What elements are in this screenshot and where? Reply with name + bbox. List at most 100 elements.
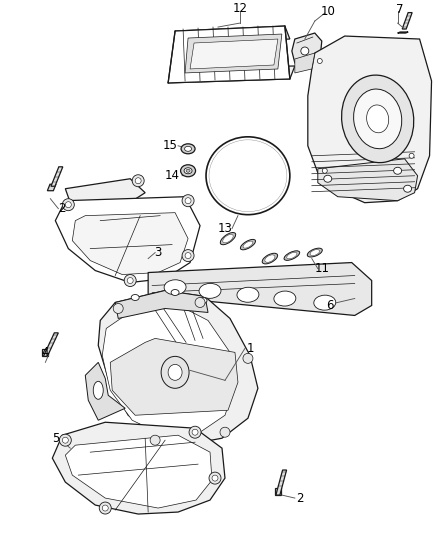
Polygon shape: [42, 350, 48, 357]
Ellipse shape: [240, 239, 255, 250]
Circle shape: [127, 278, 133, 284]
Polygon shape: [65, 435, 212, 508]
Circle shape: [195, 297, 205, 308]
Text: 5: 5: [52, 432, 59, 445]
Ellipse shape: [161, 357, 189, 389]
Text: 2: 2: [296, 491, 304, 505]
Ellipse shape: [184, 168, 192, 174]
Polygon shape: [276, 470, 286, 495]
Text: 15: 15: [162, 139, 177, 152]
Ellipse shape: [409, 154, 414, 158]
Ellipse shape: [314, 295, 336, 310]
Circle shape: [132, 175, 144, 187]
Text: 11: 11: [314, 262, 329, 275]
Text: 13: 13: [218, 222, 233, 235]
Text: 10: 10: [320, 5, 335, 18]
Polygon shape: [168, 66, 295, 83]
Polygon shape: [85, 362, 125, 420]
Ellipse shape: [243, 241, 253, 248]
Circle shape: [150, 435, 160, 445]
Polygon shape: [292, 33, 322, 66]
Circle shape: [220, 427, 230, 437]
Ellipse shape: [353, 89, 402, 149]
Ellipse shape: [237, 287, 259, 302]
Ellipse shape: [262, 253, 278, 264]
Text: 4: 4: [42, 346, 49, 359]
Ellipse shape: [199, 297, 207, 303]
Text: 2: 2: [59, 202, 66, 215]
Ellipse shape: [342, 75, 414, 163]
Polygon shape: [47, 184, 56, 191]
Ellipse shape: [265, 255, 275, 262]
Ellipse shape: [287, 252, 297, 259]
Ellipse shape: [310, 249, 319, 255]
Polygon shape: [65, 179, 145, 209]
Circle shape: [212, 475, 218, 481]
Ellipse shape: [93, 381, 103, 399]
Polygon shape: [72, 213, 188, 274]
Polygon shape: [318, 159, 417, 201]
Circle shape: [59, 434, 71, 446]
Circle shape: [135, 177, 141, 184]
Polygon shape: [98, 290, 258, 444]
Ellipse shape: [223, 235, 233, 243]
Text: 14: 14: [165, 169, 180, 182]
Ellipse shape: [307, 248, 322, 257]
Circle shape: [185, 253, 191, 259]
Ellipse shape: [322, 168, 327, 173]
Polygon shape: [308, 36, 431, 203]
Circle shape: [99, 502, 111, 514]
Polygon shape: [190, 39, 278, 69]
Ellipse shape: [301, 47, 309, 55]
Polygon shape: [185, 34, 282, 73]
Polygon shape: [148, 263, 372, 316]
Polygon shape: [402, 13, 412, 29]
Circle shape: [62, 199, 74, 211]
Ellipse shape: [367, 105, 389, 133]
Ellipse shape: [394, 167, 402, 174]
Polygon shape: [51, 167, 63, 186]
Ellipse shape: [186, 169, 190, 172]
Polygon shape: [43, 333, 58, 357]
Ellipse shape: [184, 146, 191, 151]
Polygon shape: [168, 26, 290, 83]
Ellipse shape: [181, 144, 195, 154]
Polygon shape: [115, 290, 208, 318]
Circle shape: [65, 201, 71, 208]
Ellipse shape: [324, 175, 332, 182]
Circle shape: [185, 198, 191, 204]
Circle shape: [62, 437, 68, 443]
Ellipse shape: [180, 165, 195, 177]
Polygon shape: [175, 26, 290, 44]
Circle shape: [189, 426, 201, 438]
Ellipse shape: [199, 284, 221, 298]
Polygon shape: [275, 488, 281, 495]
Ellipse shape: [168, 365, 182, 381]
Circle shape: [243, 353, 253, 364]
Polygon shape: [398, 32, 408, 33]
Circle shape: [192, 429, 198, 435]
Ellipse shape: [274, 291, 296, 306]
Text: 6: 6: [326, 299, 333, 312]
Polygon shape: [295, 53, 315, 73]
Circle shape: [124, 274, 136, 287]
Circle shape: [209, 472, 221, 484]
Ellipse shape: [164, 280, 186, 295]
Ellipse shape: [171, 289, 179, 295]
Ellipse shape: [284, 251, 300, 260]
Circle shape: [102, 505, 108, 511]
Ellipse shape: [317, 59, 322, 63]
Text: 3: 3: [155, 246, 162, 259]
Ellipse shape: [131, 295, 139, 301]
Polygon shape: [102, 303, 235, 436]
Text: 1: 1: [246, 342, 254, 355]
Polygon shape: [110, 338, 238, 415]
Text: 12: 12: [233, 2, 247, 14]
Polygon shape: [53, 422, 225, 514]
Ellipse shape: [220, 232, 236, 245]
Circle shape: [113, 303, 123, 313]
Circle shape: [182, 249, 194, 262]
Polygon shape: [55, 197, 200, 282]
Circle shape: [182, 195, 194, 207]
Ellipse shape: [403, 185, 412, 192]
